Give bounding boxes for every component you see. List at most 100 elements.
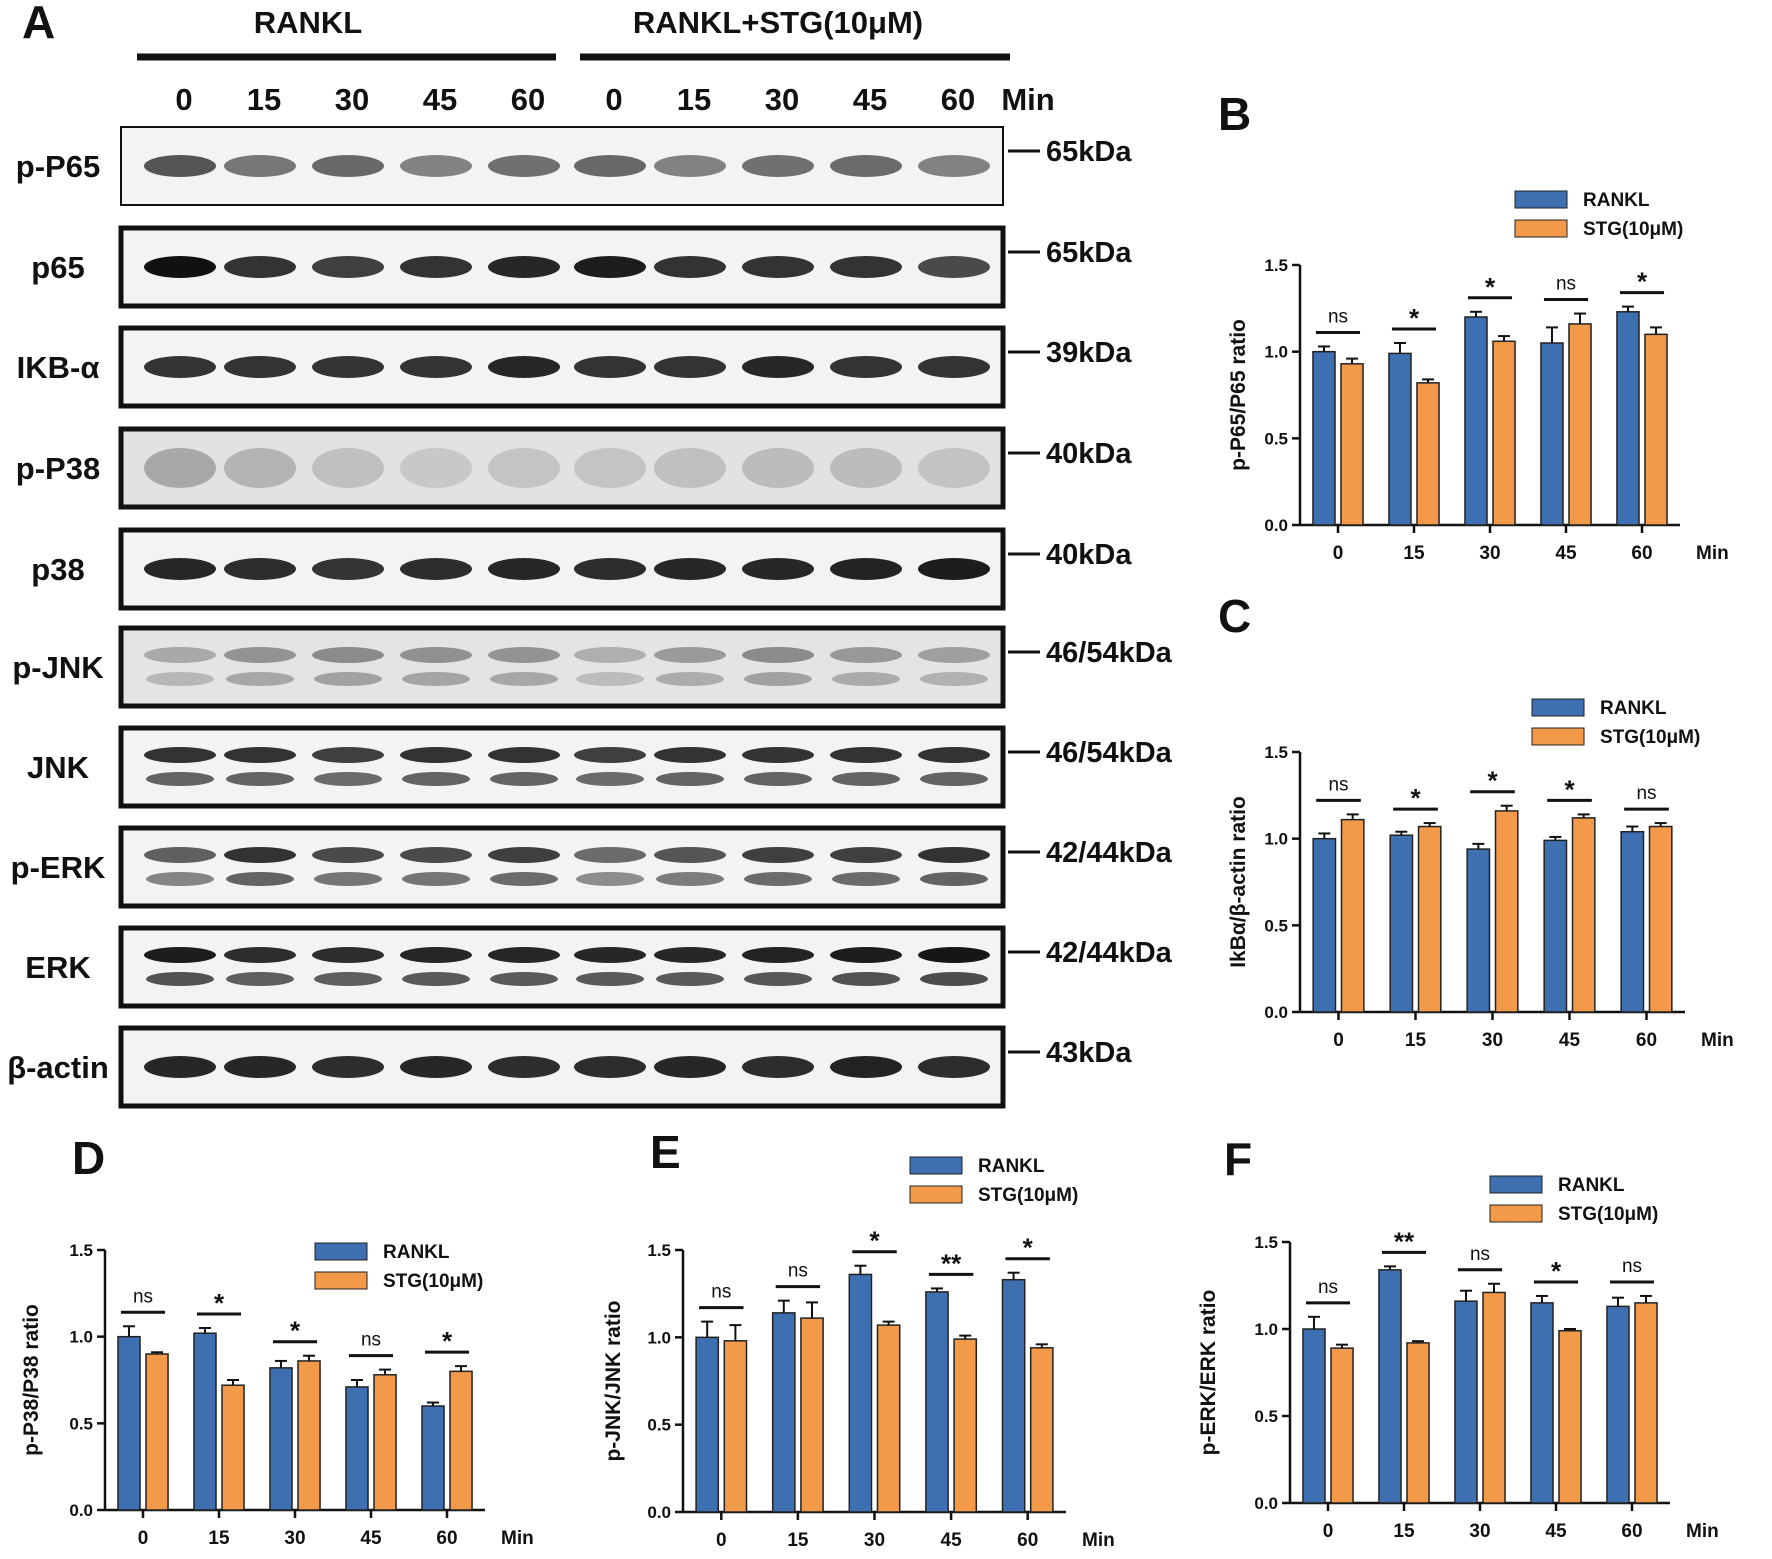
blot-band-lower [832, 872, 900, 886]
time-unit-label: Min [1001, 82, 1054, 117]
blot-band [830, 558, 902, 580]
significance-label: ns [711, 1282, 731, 1303]
blot-band-lower [656, 772, 724, 786]
group-label-rankl-stg: RANKL+STG(10μM) [633, 5, 923, 40]
significance-label: * [1409, 303, 1420, 333]
blot-band [574, 448, 646, 488]
bar-stg [1417, 825, 1442, 1013]
blot-band-upper [224, 747, 296, 763]
blot-band [654, 256, 726, 278]
blot-band-lower [832, 672, 900, 686]
blot-band-lower [490, 772, 558, 786]
y-tick-label: 1.0 [69, 1328, 93, 1347]
legend-label: RANKL [1583, 190, 1650, 211]
blot-protein-label: β-actin [7, 1050, 109, 1085]
kda-label: 46/54kDa [1046, 637, 1173, 669]
y-tick-label: 1.0 [1264, 343, 1288, 362]
y-axis-title: p-P65/P65 ratio [1227, 319, 1250, 471]
kda-label: 40kDa [1046, 539, 1132, 571]
y-tick-label: 0.5 [1264, 429, 1288, 448]
lane-time-label: 0 [175, 82, 192, 117]
bar-stg [1492, 340, 1516, 526]
blot-band-lower [576, 672, 644, 686]
significance-label: ns [1470, 1244, 1490, 1265]
significance-label: * [1564, 774, 1575, 804]
blot-band-upper [312, 747, 384, 763]
blot-band [488, 356, 560, 378]
bar-rankl [1540, 342, 1564, 526]
blot-band-lower [744, 872, 812, 886]
legend-label: STG(10μM) [1558, 1204, 1658, 1225]
bar-stg [1568, 323, 1592, 526]
x-tick-label: 15 [787, 1530, 809, 1551]
y-tick-label: 0.0 [1264, 516, 1288, 535]
y-tick-label: 0.0 [647, 1503, 671, 1522]
blot-band-lower [744, 772, 812, 786]
chart-f: F 0.0 0.5 1.0 1.5 p-ERK/ERK ratio 0 ns 15 ** 30 ns 4… [1197, 1133, 1719, 1542]
legend-label: STG(10μM) [1583, 219, 1683, 240]
lane-time-label: 15 [677, 82, 711, 117]
significance-label: * [1023, 1233, 1034, 1263]
blot-band-upper [654, 847, 726, 863]
bar-stg [876, 1324, 901, 1513]
blot-band [830, 256, 902, 278]
blot-band-upper [144, 647, 216, 663]
x-tick-label: 15 [1405, 1030, 1427, 1051]
legend-swatch-stg [314, 1271, 368, 1290]
blot-band-lower [314, 672, 382, 686]
x-tick-label: 60 [1621, 1521, 1642, 1542]
x-tick-label: 0 [138, 1528, 149, 1549]
blot-band-upper [488, 847, 560, 863]
y-tick-label: 0.0 [69, 1501, 93, 1520]
blot-protein-label: p-P38 [16, 451, 100, 486]
y-tick-label: 1.5 [647, 1241, 671, 1260]
blot-band-lower [656, 872, 724, 886]
bar-rankl [1302, 1328, 1326, 1504]
x-tick-label: 60 [1017, 1530, 1038, 1551]
blot-band [654, 1056, 726, 1078]
x-tick-label: 0 [1333, 543, 1344, 564]
blot-band [654, 155, 726, 177]
significance-label: ns [361, 1330, 381, 1351]
legend-label: RANKL [383, 1242, 450, 1263]
blot-band [918, 558, 990, 580]
x-tick-label: 60 [1636, 1030, 1657, 1051]
bar-stg [1494, 810, 1519, 1013]
blot-band-upper [742, 947, 814, 963]
blot-band-upper [574, 847, 646, 863]
blot-band-lower [226, 672, 294, 686]
blot-band [144, 155, 216, 177]
y-tick-label: 1.5 [1264, 256, 1288, 275]
blot-band-lower [146, 972, 214, 986]
blot-band-upper [654, 947, 726, 963]
significance-label: ns [1328, 774, 1348, 795]
blot-band-upper [400, 847, 472, 863]
blot-band [224, 558, 296, 580]
x-tick-label: 45 [1559, 1030, 1581, 1051]
x-unit-label: Min [501, 1528, 534, 1549]
blot-band [224, 155, 296, 177]
kda-label: 65kDa [1046, 136, 1132, 168]
bar-stg [1571, 817, 1596, 1013]
bar-rankl [1389, 834, 1414, 1013]
blot-band-upper [312, 647, 384, 663]
significance-label: ns [1328, 306, 1348, 327]
y-tick-label: 0.5 [1264, 916, 1288, 935]
y-axis-title: p-JNK/JNK ratio [602, 1300, 625, 1461]
blot-band-upper [400, 747, 472, 763]
legend-label: RANKL [1558, 1175, 1625, 1196]
blot-band [488, 155, 560, 177]
bar-rankl [695, 1336, 720, 1513]
x-tick-label: 60 [436, 1528, 457, 1549]
blot-band [742, 356, 814, 378]
bar-rankl [771, 1312, 796, 1513]
x-tick-label: 30 [1482, 1030, 1503, 1051]
western-blot-panel: A RANKL RANKL+STG(10μM) Min 0 15 30 45 60 0 15… [7, 0, 1173, 1109]
bar-rankl [1312, 350, 1336, 526]
y-tick-label: 1.5 [1264, 743, 1288, 762]
significance-label: ns [133, 1286, 153, 1307]
chart-c: C 0.0 0.5 1.0 1.5 IkBα/β-actin ratio 0 ns 15 * 30 *… [1218, 590, 1734, 1051]
blot-band [144, 558, 216, 580]
x-tick-label: 30 [284, 1528, 305, 1549]
